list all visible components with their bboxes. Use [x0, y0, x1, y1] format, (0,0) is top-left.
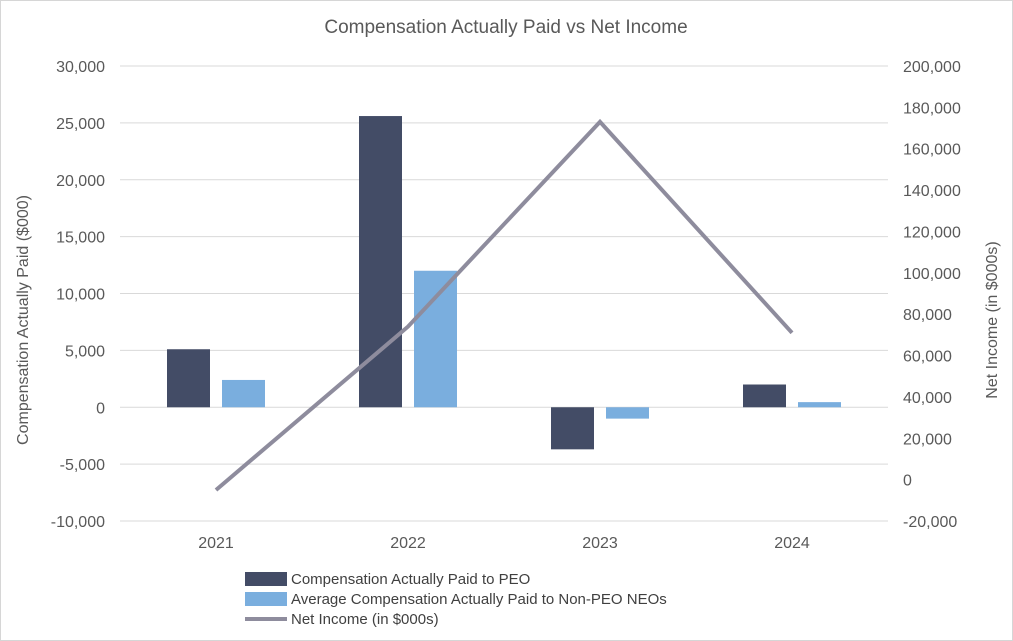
left-tick-label: 10,000: [56, 287, 105, 304]
left-axis-ticks: -10,000 -5,000 0 5,000 10,000 15,000 20,000 25,…: [51, 59, 105, 531]
right-tick-label: 100,000: [903, 266, 961, 283]
legend-label: Compensation Actually Paid to PEO: [291, 571, 530, 588]
bar-peo: [359, 116, 402, 408]
left-tick-label: 30,000: [56, 59, 105, 76]
x-tick-label: 2024: [774, 535, 810, 552]
bar-non-peo: [222, 379, 265, 408]
left-tick-label: -5,000: [60, 457, 105, 474]
left-tick-label: 5,000: [65, 343, 105, 360]
net-income-line-group: [214, 118, 794, 492]
bar-peo: [551, 407, 594, 450]
bars: [167, 116, 841, 450]
bar-non-peo: [606, 407, 649, 419]
right-tick-label: 180,000: [903, 100, 961, 117]
right-tick-label: 40,000: [903, 390, 952, 407]
x-tick-label: 2022: [390, 535, 426, 552]
left-tick-label: 0: [96, 400, 105, 417]
right-tick-label: 60,000: [903, 349, 952, 366]
left-tick-label: 15,000: [56, 230, 105, 247]
x-tick-label: 2023: [582, 535, 618, 552]
left-tick-label: 20,000: [56, 173, 105, 190]
legend-label: Average Compensation Actually Paid to No…: [291, 591, 667, 608]
chart-title: Compensation Actually Paid vs Net Income: [324, 17, 687, 38]
bar-non-peo: [414, 270, 457, 408]
right-tick-label: 120,000: [903, 224, 961, 241]
net-income-line: [214, 118, 794, 492]
right-tick-label: 80,000: [903, 307, 952, 324]
right-tick-label: -20,000: [903, 514, 957, 531]
left-tick-label: 25,000: [56, 116, 105, 133]
left-tick-label: -10,000: [51, 514, 105, 531]
bar-peo: [167, 349, 210, 408]
x-axis-ticks: 2021 2022 2023 2024: [198, 535, 810, 552]
x-tick-label: 2021: [198, 535, 234, 552]
legend-swatch: [245, 572, 287, 586]
bar-peo: [743, 384, 786, 408]
right-axis-title: Net Income (in $000s): [984, 241, 1001, 398]
gridlines: [120, 65, 888, 522]
right-tick-label: 160,000: [903, 142, 961, 159]
bar-non-peo: [798, 402, 841, 408]
left-axis-title: Compensation Actually Paid ($000): [15, 195, 32, 445]
right-tick-label: 0: [903, 473, 912, 490]
right-axis-ticks: -20,000 0 20,000 40,000 60,000 80,000 100,000 1…: [903, 59, 961, 531]
legend-swatch: [245, 592, 287, 606]
right-tick-label: 20,000: [903, 431, 952, 448]
legend: Compensation Actually Paid to PEO Average…: [245, 571, 667, 628]
legend-label: Net Income (in $000s): [291, 611, 439, 628]
right-tick-label: 140,000: [903, 183, 961, 200]
right-tick-label: 200,000: [903, 59, 961, 76]
